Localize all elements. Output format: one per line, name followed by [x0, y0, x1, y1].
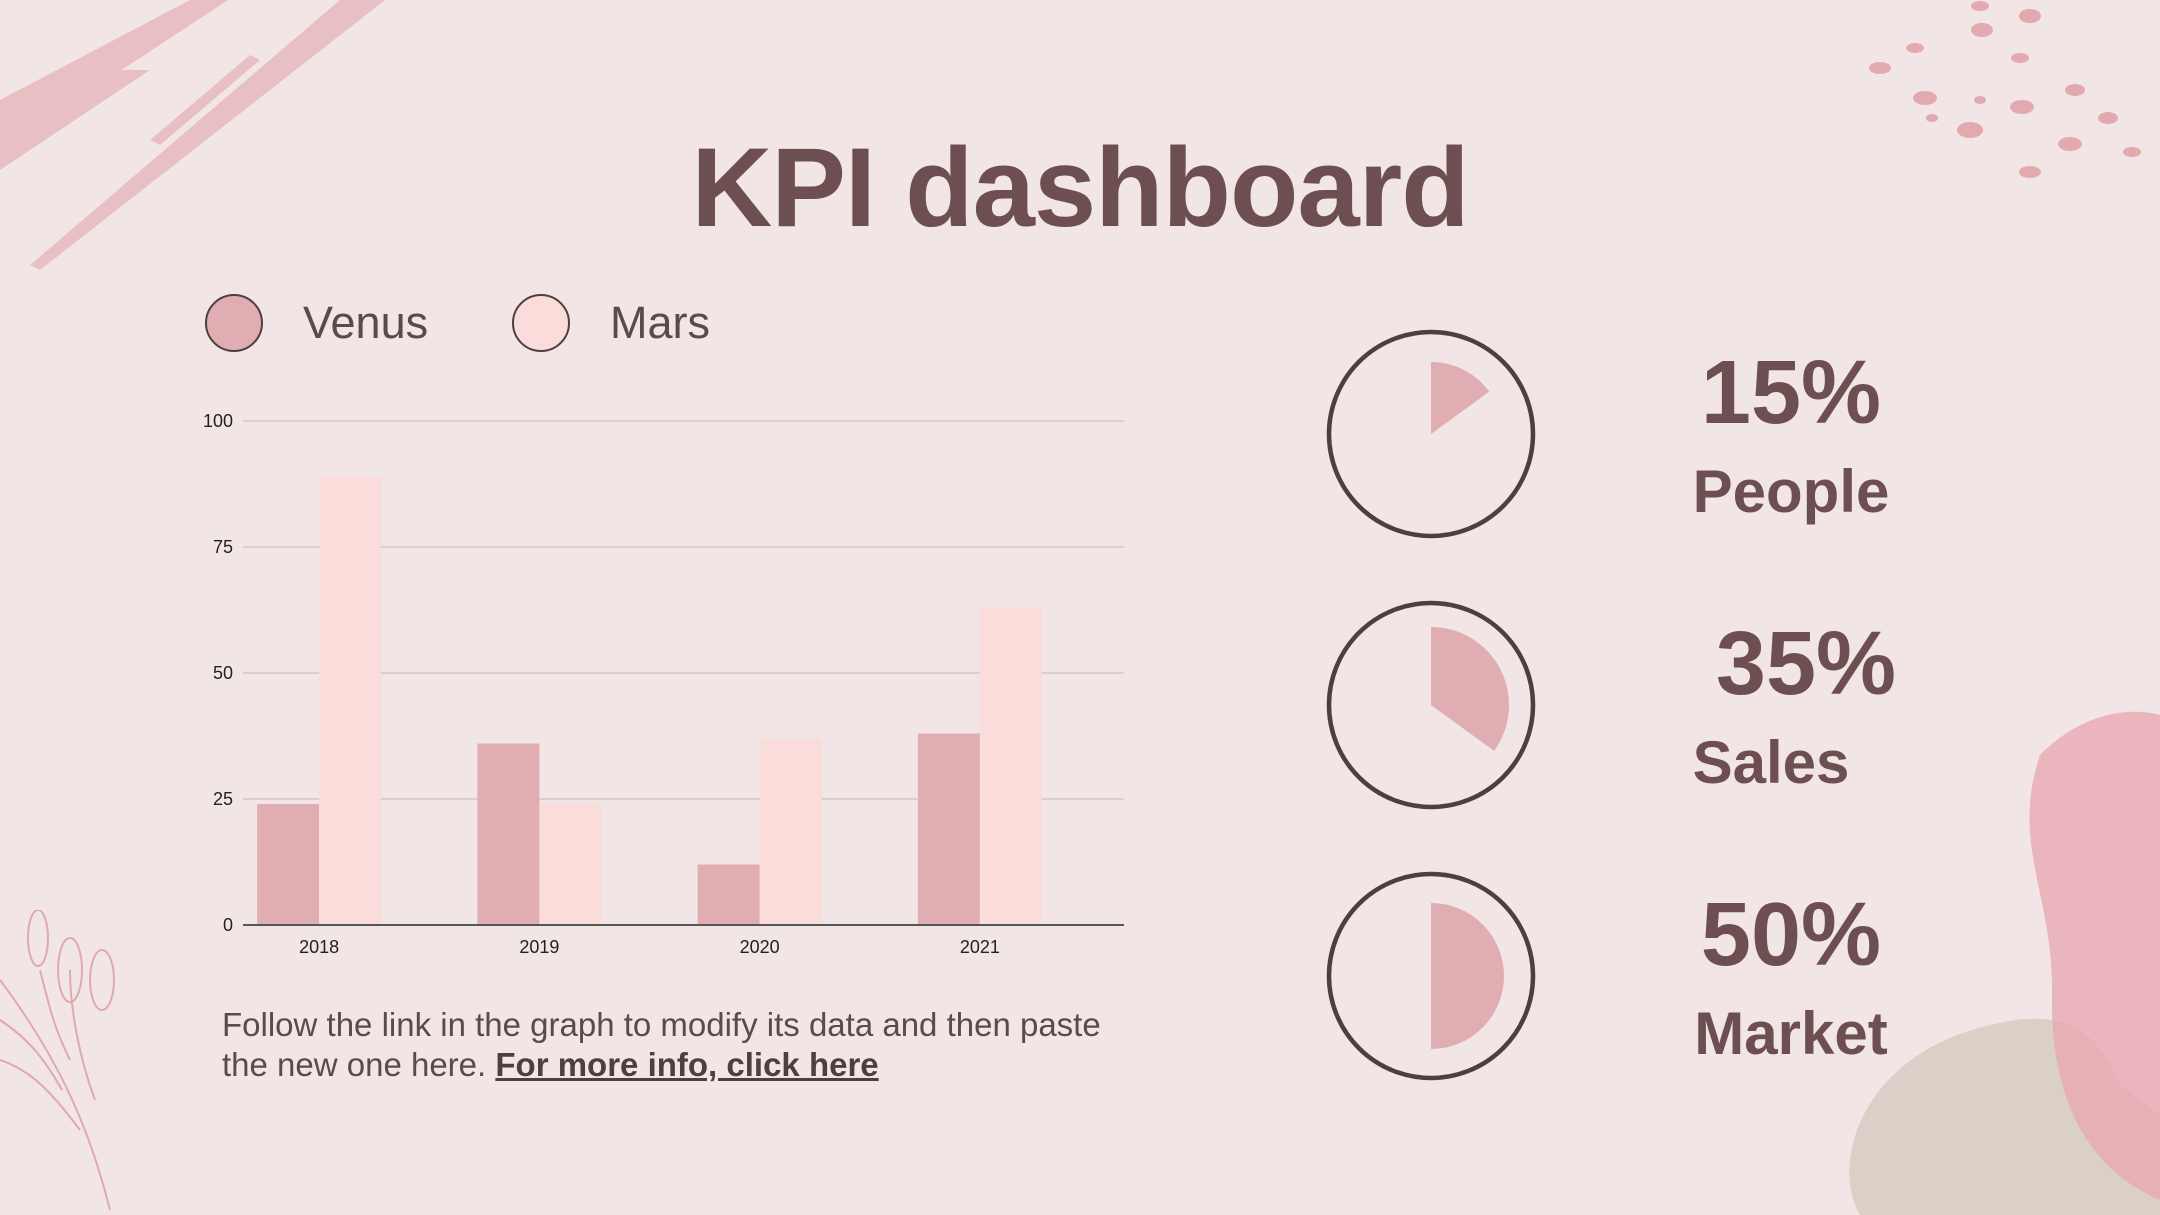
- gauge-ring: [1326, 329, 1536, 539]
- kpi-market-label: Market: [1694, 1000, 1888, 1067]
- caption-text: Follow the link in the graph to modify i…: [222, 1006, 1101, 1083]
- y-tick-label: 0: [223, 915, 233, 935]
- gauge-fill: [1431, 627, 1509, 751]
- bar-venus-2018: [257, 804, 320, 925]
- gauge-fill: [1431, 903, 1504, 1049]
- kpi-sales: 35% Sales: [1326, 600, 1896, 812]
- caption: Follow the link in the graph to modify i…: [222, 1005, 1122, 1085]
- bar-venus-2020: [697, 864, 760, 925]
- more-info-link[interactable]: For more info, click here: [495, 1046, 879, 1083]
- page-title: KPI dashboard: [691, 125, 1469, 250]
- legend-item-venus: Venus: [205, 290, 428, 356]
- brush-strokes-decoration: [0, 0, 385, 270]
- bar-mars-2019: [539, 804, 602, 925]
- legend-label-mars: Mars: [610, 297, 710, 348]
- y-tick-label: 100: [203, 411, 233, 431]
- y-tick-label: 25: [213, 789, 233, 809]
- x-tick-label: 2018: [299, 937, 339, 957]
- kpi-people-label: People: [1692, 458, 1890, 525]
- kpi-people-gauge: [1326, 329, 1536, 539]
- legend-label-venus: Venus: [303, 297, 429, 348]
- legend-swatch-venus: [205, 294, 263, 352]
- gauge-fill: [1431, 362, 1490, 434]
- gauge-ring: [1326, 600, 1536, 810]
- leaf-branch-decoration: [0, 910, 115, 1210]
- kpi-sales-value: 35%: [1715, 614, 1897, 714]
- bar-venus-2021: [917, 733, 980, 925]
- legend-swatch-mars: [512, 294, 570, 352]
- y-tick-label: 50: [213, 663, 233, 683]
- dots-decoration: [1869, 1, 2141, 178]
- bar-chart[interactable]: 0 25 50 75 100 2018 2019 2020 2021: [0, 0, 1160, 980]
- bar-mars-2018: [319, 476, 382, 925]
- kpi-people: 15% People: [1326, 329, 1889, 541]
- kpi-people-value: 15%: [1700, 343, 1882, 443]
- kpi-market-value: 50%: [1700, 885, 1882, 985]
- y-tick-label: 75: [213, 537, 233, 557]
- kpi-sales-gauge: [1326, 600, 1536, 810]
- bar-venus-2019: [477, 743, 540, 925]
- kpi-sales-label: Sales: [1692, 729, 1850, 796]
- kpi-market-gauge: [1326, 871, 1536, 1081]
- x-tick-label: 2021: [960, 937, 1000, 957]
- watercolor-blob-decoration: [1849, 711, 2160, 1215]
- bar-mars-2021: [979, 607, 1042, 925]
- legend-item-mars: Mars: [512, 290, 710, 356]
- x-tick-label: 2020: [740, 937, 780, 957]
- kpi-market: 50% Market: [1326, 871, 1888, 1083]
- x-tick-label: 2019: [519, 937, 559, 957]
- bar-mars-2020: [759, 738, 822, 925]
- gauge-ring: [1326, 871, 1536, 1081]
